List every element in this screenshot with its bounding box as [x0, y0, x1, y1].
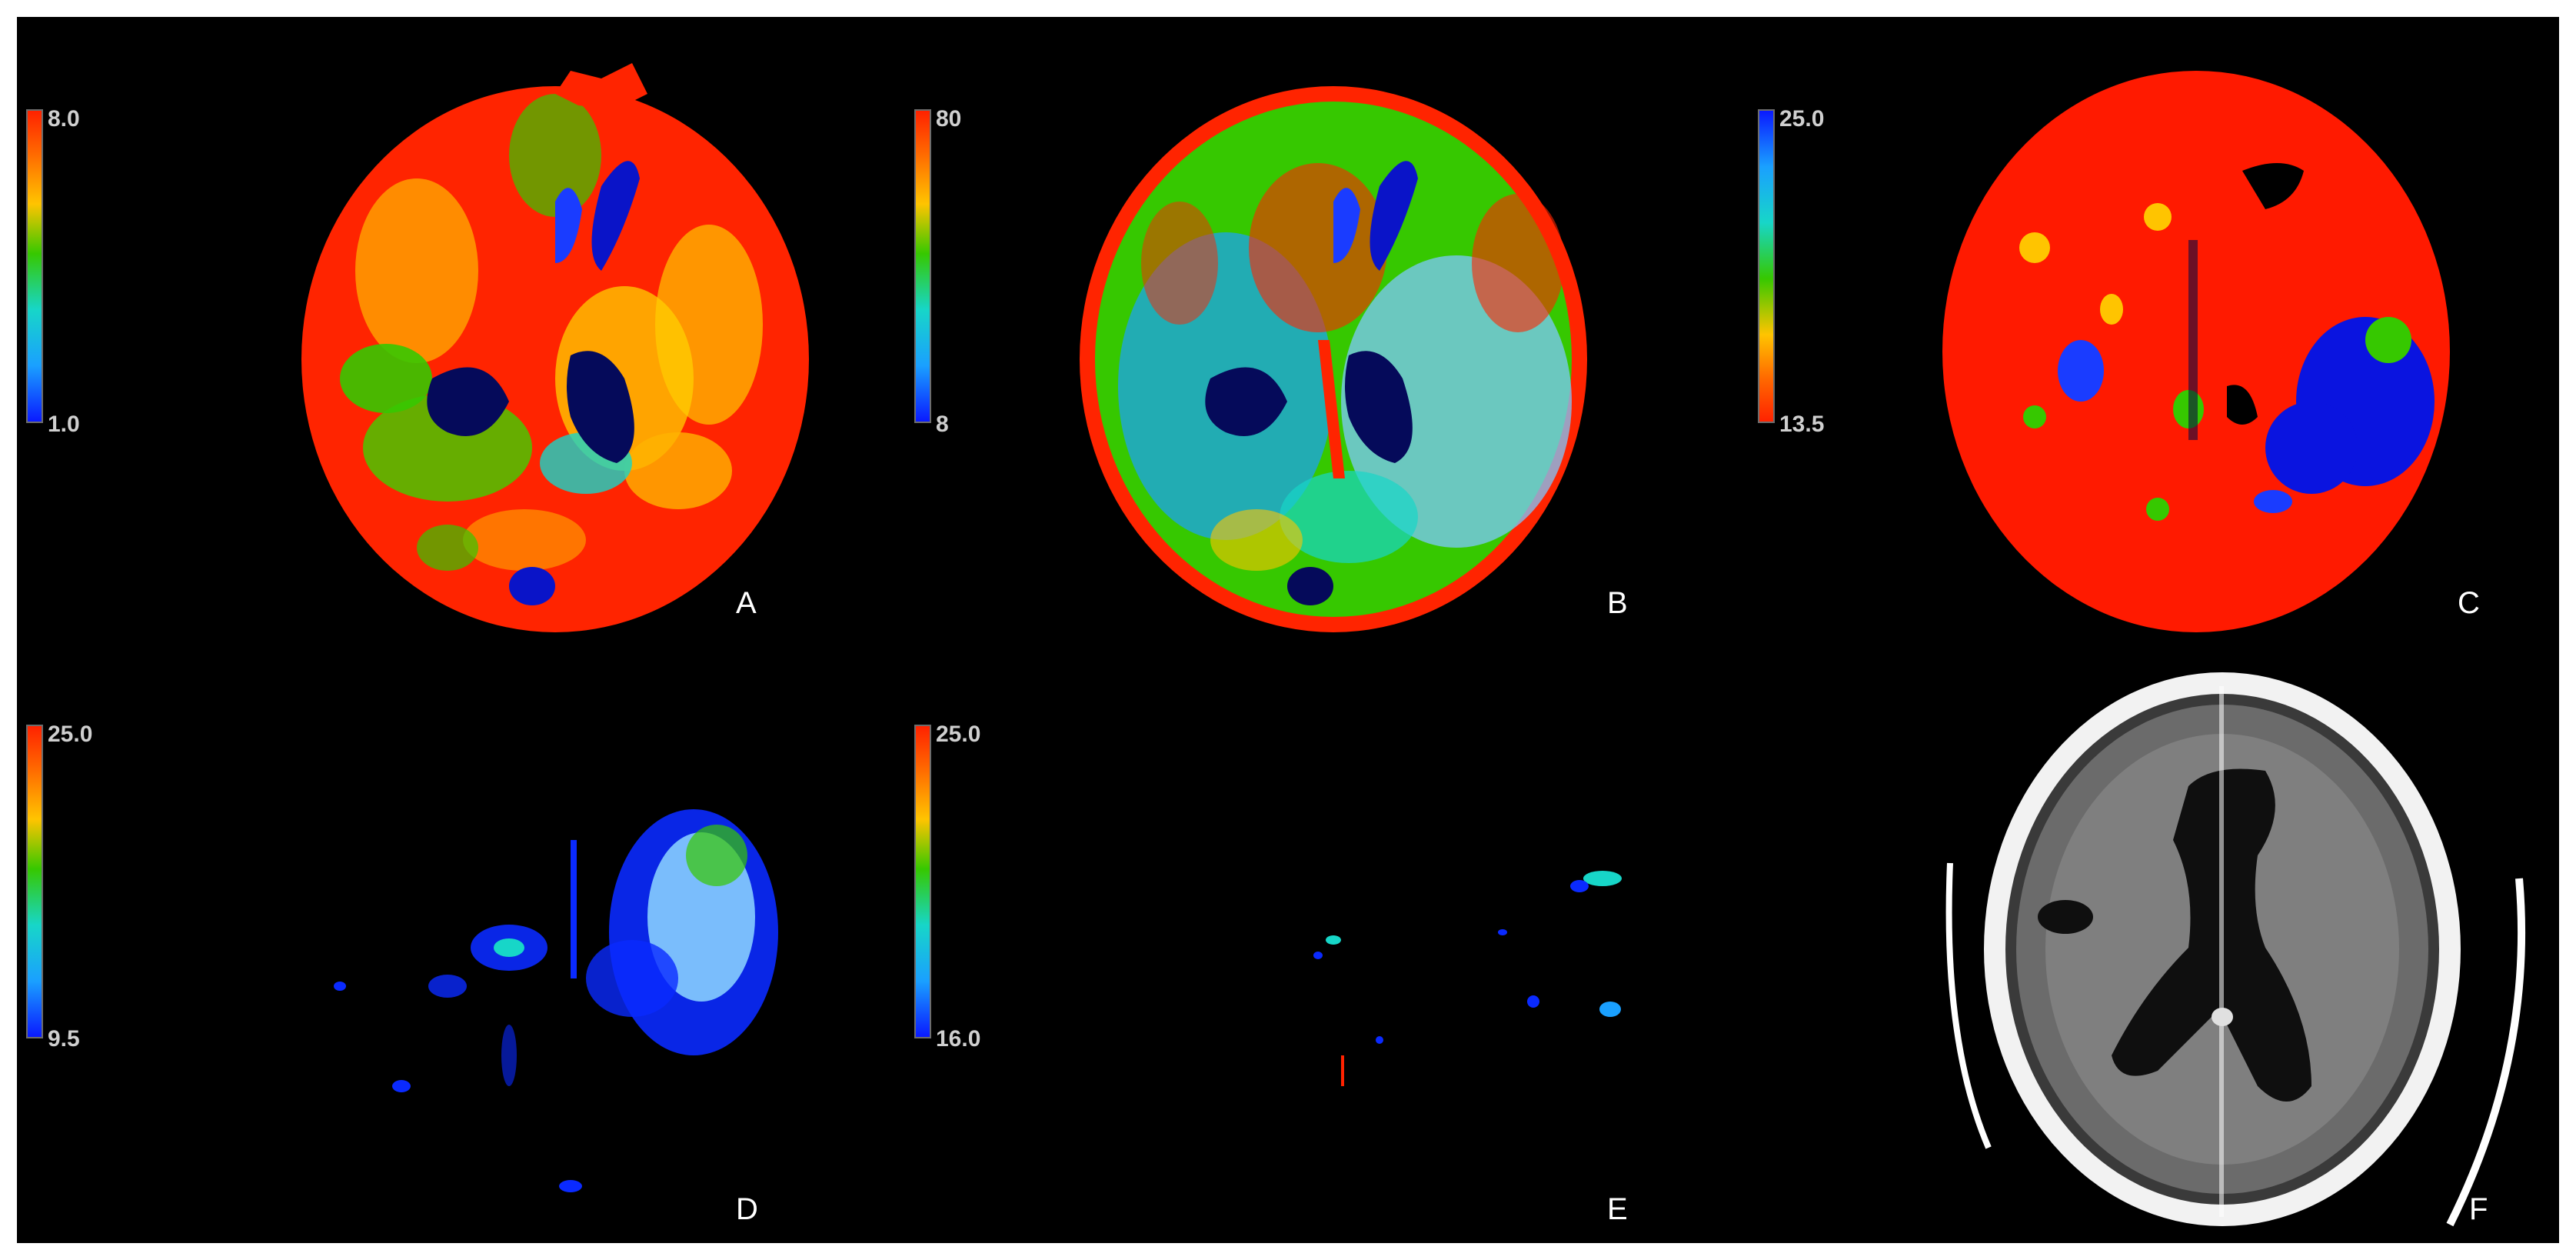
scale-min-c: 13.5: [1779, 412, 1825, 437]
brain-map-b: [1080, 86, 1587, 632]
figure-grid: 8.0 1.0 A 80 8: [17, 17, 2559, 1243]
ct-scan-f: [1945, 672, 2526, 1227]
panel-c: 25.0 13.5 C: [1758, 17, 2559, 632]
panel-label-f: F: [2469, 1192, 2488, 1226]
scale-max-d: 25.0: [48, 722, 93, 747]
panel-b: 80 8 B: [887, 17, 1733, 632]
panel-label-e: E: [1607, 1192, 1628, 1226]
panel-label-a: A: [736, 586, 757, 620]
scale-min-d: 9.5: [48, 1026, 80, 1052]
scale-min-b: 8: [936, 412, 949, 437]
panel-d: 25.0 9.5 D: [17, 655, 863, 1243]
panel-f: F: [1758, 655, 2559, 1243]
panel-label-c: C: [2458, 586, 2480, 620]
color-scale-bar-b: [914, 109, 931, 423]
scale-max-b: 80: [936, 106, 962, 132]
color-scale-bar-e: [914, 725, 931, 1038]
scale-min-a: 1.0: [48, 412, 80, 437]
panel-a: 8.0 1.0 A: [17, 17, 863, 632]
color-scale-bar-a: [26, 109, 43, 423]
brain-map-c: [1942, 71, 2450, 632]
scale-max-a: 8.0: [48, 106, 80, 132]
color-scale-bar-c: [1758, 109, 1775, 423]
brain-map-d: [334, 809, 778, 1192]
brain-map-e: [1313, 871, 1622, 1086]
scale-max-e: 25.0: [936, 722, 981, 747]
scale-max-c: 25.0: [1779, 106, 1825, 132]
scale-min-e: 16.0: [936, 1026, 981, 1052]
brain-map-a: [301, 63, 809, 632]
panel-label-d: D: [736, 1192, 758, 1226]
panel-e: 25.0 16.0 E: [887, 655, 1733, 1243]
color-scale-bar-d: [26, 725, 43, 1038]
panel-label-b: B: [1607, 586, 1628, 620]
